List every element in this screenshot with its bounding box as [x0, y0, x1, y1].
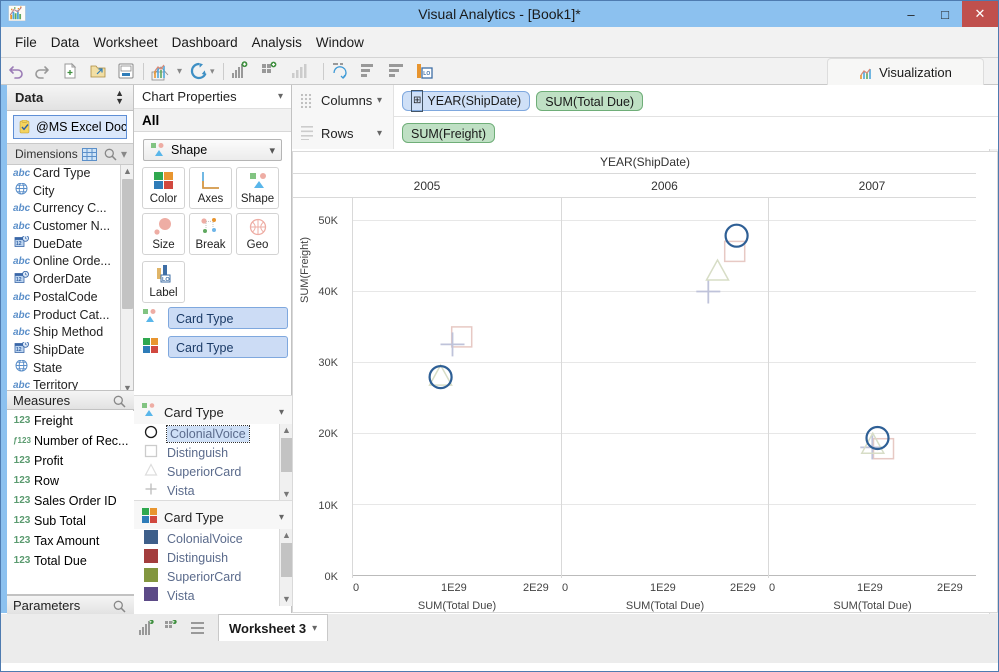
svg-text:12: 12: [16, 277, 22, 283]
svg-text:LO: LO: [423, 71, 430, 77]
svg-text:12: 12: [16, 347, 22, 353]
svg-text:12: 12: [16, 241, 22, 247]
svg-text:LO: LO: [162, 277, 170, 283]
